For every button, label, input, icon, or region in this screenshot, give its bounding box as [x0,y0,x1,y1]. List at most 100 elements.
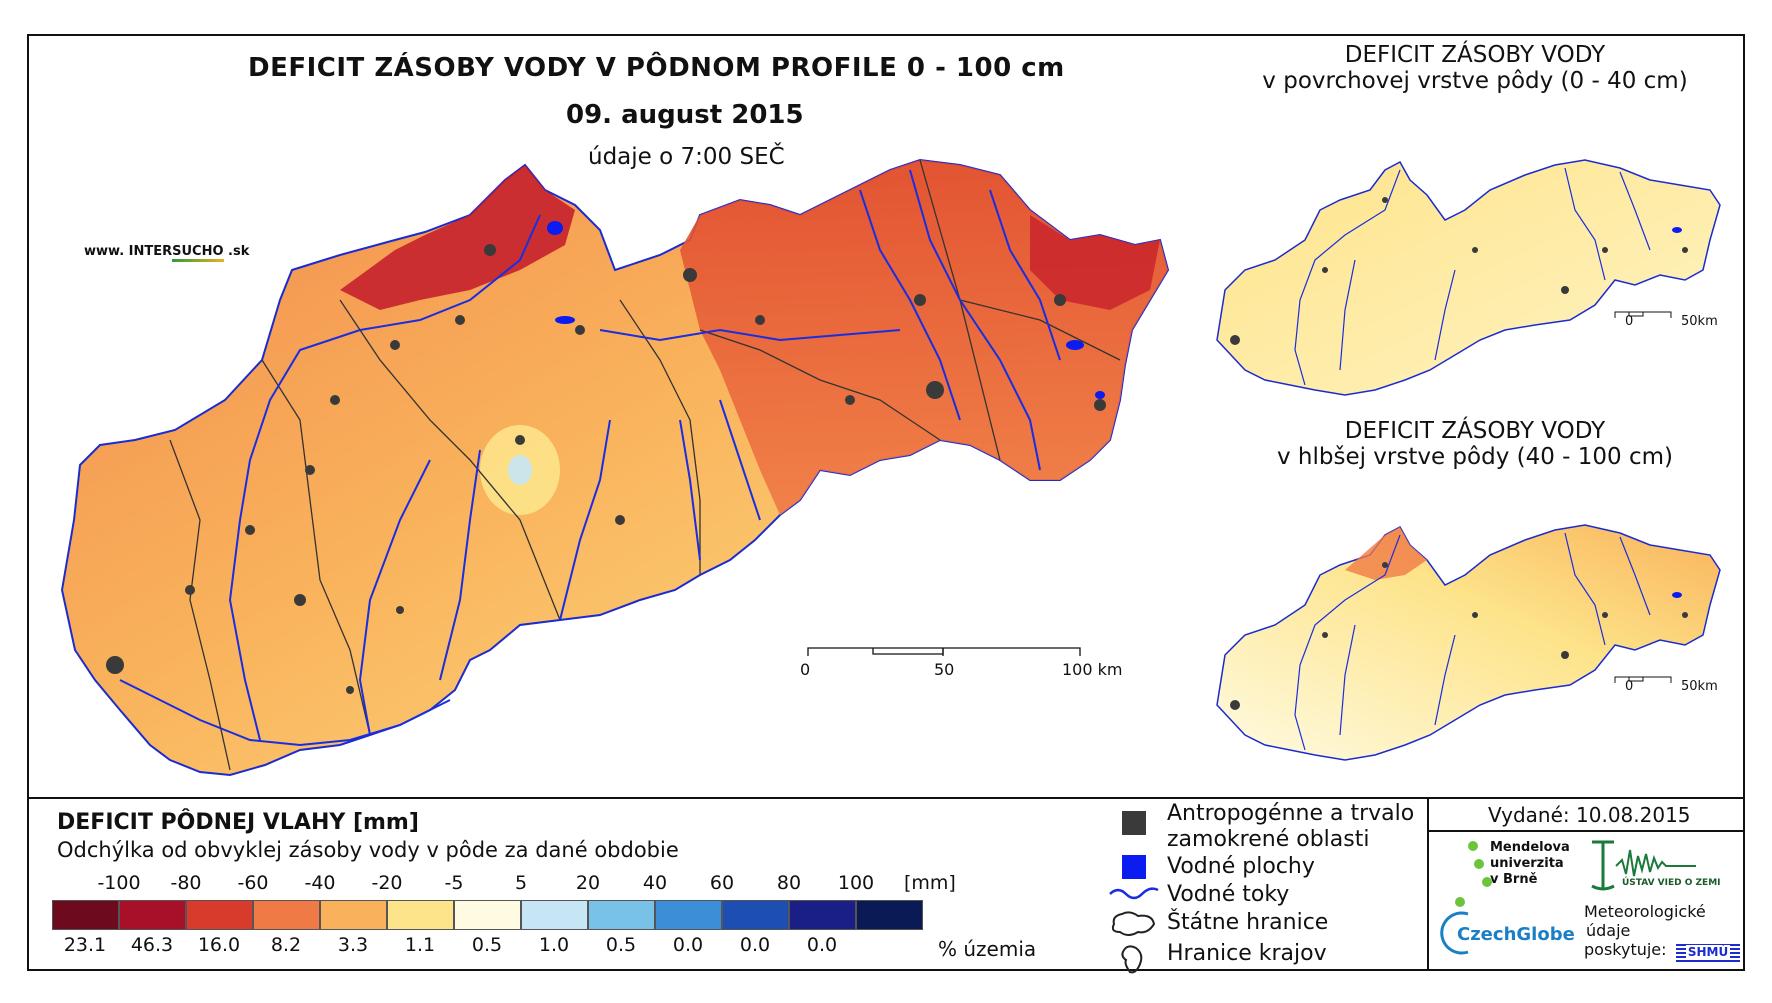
meteo-credit: Meteorologické údaje poskytuje: [1584,902,1706,959]
legend-percent-value: 0.5 [471,934,503,956]
river-key-symbol [1109,887,1159,900]
legend-percent-value: 3.3 [337,934,369,956]
credits-divider [1427,797,1429,971]
inset-surface-scale-bar [1614,311,1672,318]
urban-key-label-line2: zamokrené oblasti [1167,827,1370,852]
legend-swatch [387,900,454,930]
legend-break-label: -60 [237,872,269,894]
czechglobe-arc-icon [1440,911,1469,955]
water-bodies [547,221,1105,399]
state-border-key-label: Štátne hranice [1167,910,1329,935]
mendel-logo-dots [1468,841,1492,887]
legend-swatch [320,900,387,930]
legend-percent-value: 1.1 [404,934,436,956]
urban-key-swatch [1122,811,1146,835]
legend-percent-value: 0.0 [672,934,704,956]
inset-deep-urban [1230,562,1688,710]
legend-title: DEFICIT PÔDNEJ VLAHY [mm] [57,810,419,835]
issued-date: Vydané: 10.08.2015 [1488,803,1691,827]
legend-swatch [454,900,521,930]
inset-deep-water [1672,592,1682,598]
inset-surface-map [1216,159,1721,396]
scale-label-50: 50 [934,660,955,679]
website-prefix: www. INTER [84,244,173,259]
legend-break-label: 5 [514,872,528,894]
main-scale-bar [807,647,1081,656]
legend-swatch [253,900,320,930]
legend-unit: [mm] [904,872,956,894]
inset-deep-title: DEFICIT ZÁSOBY VODY v hlbšej vrstve pôdy… [1215,418,1735,470]
legend-percent-label: % územia [938,937,1037,961]
legend-swatch [655,900,722,930]
east-severe-zone [1030,215,1160,310]
shmu-logo: SHMÚ [1676,942,1740,962]
website-suffix: .sk [223,244,250,259]
inset-surface-title-line2: v povrchovej vrstve pôdy (0 - 40 cm) [1262,68,1688,94]
urban-areas [106,244,1106,694]
legend-break-label: -40 [304,872,336,894]
czechglobe-logo: CzechGlobe [1457,924,1575,945]
legend-break-label: -20 [371,872,403,894]
legend-percent-value: 23.1 [63,934,107,956]
inset-surface-title: DEFICIT ZÁSOBY VODY v povrchovej vrstve … [1215,42,1735,94]
legend-swatch [119,900,186,930]
legend-percent-value: 8.2 [270,934,302,956]
meteo-line2: údaje [1586,921,1631,940]
website-link[interactable]: www. INTERSUCHO .sk [84,244,250,262]
ustav-logo-icon [1591,840,1696,891]
state-border-key-symbol [1111,911,1156,936]
legend-break-label: -5 [444,872,464,894]
inset-surface-urban [1230,197,1688,345]
water-key-swatch [1122,855,1146,879]
legend-break-label: -100 [97,872,141,894]
inset-surface-territory [1216,159,1721,396]
highland-light-blue-zone [508,455,532,485]
legend-swatch [521,900,588,930]
scale-label-0: 0 [800,660,811,679]
map-frame [27,34,1745,971]
inset-surface-scale-50: 50km [1681,314,1718,329]
shmu-logo-text: SHMÚ [1685,945,1731,959]
mendel-logo: Mendelova univerzita v Brně [1490,840,1570,888]
map-date: 09. august 2015 [566,100,804,130]
legend-swatch [588,900,655,930]
meteo-line3: poskytuje: [1584,940,1667,959]
region-border-key-label: Hranice krajov [1167,941,1327,966]
inset-deep-title-line1: DEFICIT ZÁSOBY VODY [1344,418,1606,444]
river-key-label: Vodné toky [1167,882,1290,907]
legend-percent-value: 0.0 [739,934,771,956]
north-severe-zone [340,165,575,310]
legend-swatch [789,900,856,930]
inset-deep-rivers [1294,532,1651,751]
legend-break-label: 60 [709,872,735,894]
legend-break-label: 40 [642,872,668,894]
map-title: DEFICIT ZÁSOBY VODY V PÔDNOM PROFILE 0 -… [248,53,1065,83]
czechglobe-mark-icon [1455,897,1465,907]
inset-deep-scale-0: 0 [1625,679,1634,694]
mendel-line3: v Brně [1490,872,1538,887]
website-highlight: SUCHO [172,244,224,262]
water-key-label: Vodné plochy [1167,854,1315,879]
legend-percent-value: 46.3 [130,934,174,956]
urban-key-label-line1: Antropogénne a trvalo [1167,801,1415,826]
inset-surface-scale-0: 0 [1625,314,1634,329]
inset-deep-scale-50: 50km [1681,679,1718,694]
legend-swatch [186,900,253,930]
legend-break-label: 100 [837,872,875,894]
legend-subtitle: Odchýlka od obvyklej zásoby vody v pôde … [57,838,679,862]
main-map [60,158,1170,777]
legend-swatch [52,900,119,930]
legend-percent-value: 0.5 [605,934,637,956]
mendel-line1: Mendelova [1490,840,1570,855]
legend-swatch [856,900,923,930]
legend-percent-value: 0.0 [806,934,838,956]
ustav-logo-text: ÚSTAV VIED O ZEMI [1622,878,1721,888]
scale-label-100: 100 km [1062,660,1123,679]
meteo-line1: Meteorologické [1584,902,1706,921]
region-border-key-symbol [1121,945,1143,974]
legend-swatch [722,900,789,930]
mendel-line2: univerzita [1490,856,1564,871]
issued-divider [1427,830,1745,832]
line-keys [1109,887,1159,974]
inset-deep-north-zone [1345,527,1427,580]
